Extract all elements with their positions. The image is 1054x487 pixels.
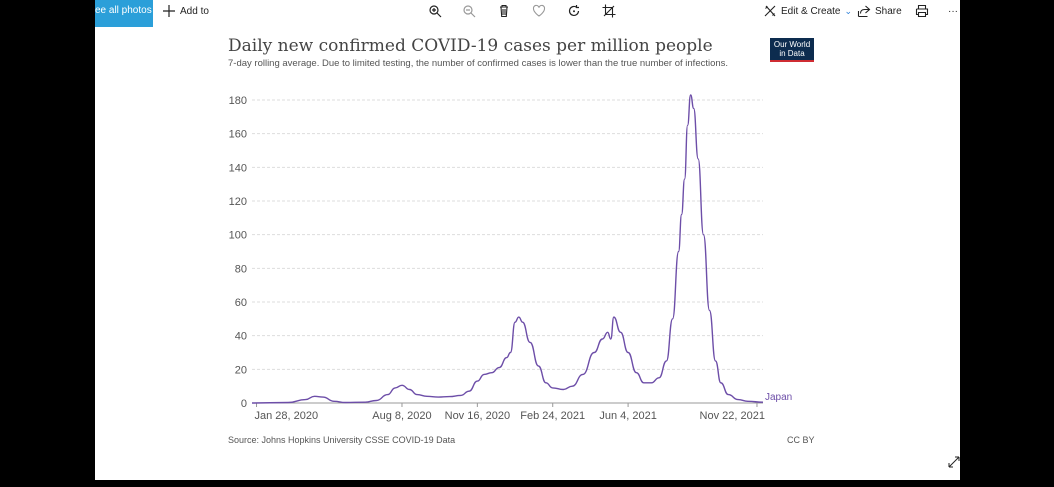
- heart-icon: [532, 4, 546, 18]
- print-button[interactable]: [915, 2, 929, 20]
- rotate-icon: [567, 4, 581, 18]
- y-tick-label: 80: [235, 263, 247, 275]
- zoom-out-icon: [462, 4, 476, 18]
- y-tick-label: 60: [235, 297, 247, 309]
- trash-icon: [497, 4, 511, 18]
- crop-icon: [602, 4, 616, 18]
- chevron-down-icon: ⌄: [844, 5, 853, 16]
- x-tick-label: Nov 16, 2020: [445, 410, 510, 422]
- chart-title: Daily new confirmed COVID-19 cases per m…: [228, 36, 713, 56]
- add-to-label: Add to: [180, 5, 209, 17]
- delete-button[interactable]: [497, 2, 511, 20]
- fullscreen-resize-icon[interactable]: [948, 455, 960, 468]
- zoom-in-button[interactable]: [428, 2, 442, 20]
- x-tick-label: Jan 28, 2020: [255, 410, 319, 422]
- more-options-button[interactable]: ···: [948, 2, 958, 20]
- share-button[interactable]: Share: [857, 2, 902, 20]
- y-tick-label: 0: [241, 398, 247, 410]
- x-tick-label: Feb 24, 2021: [520, 410, 585, 422]
- chart-subtitle: 7-day rolling average. Due to limited te…: [228, 58, 729, 69]
- edit-create-label: Edit & Create: [781, 5, 841, 17]
- chart-source: Source: Johns Hopkins University CSSE CO…: [228, 435, 456, 445]
- printer-icon: [915, 4, 929, 18]
- y-tick-label: 120: [229, 196, 247, 208]
- more-label: ···: [948, 5, 958, 17]
- x-tick-label: Jun 4, 2021: [599, 410, 657, 422]
- chart-license: CC BY: [787, 435, 815, 445]
- owid-logo[interactable]: Our World in Data: [770, 38, 814, 62]
- zoom-out-button[interactable]: [462, 2, 476, 20]
- see-all-photos-button[interactable]: ee all photos: [95, 0, 153, 27]
- y-tick-label: 40: [235, 331, 247, 343]
- plus-icon: [162, 4, 176, 18]
- favorite-button[interactable]: [532, 2, 546, 20]
- series-line-japan: [251, 94, 764, 404]
- photo-viewer: ee all photos Add to: [95, 0, 960, 480]
- add-to-button[interactable]: Add to: [162, 2, 209, 20]
- edit-create-icon: [763, 4, 777, 18]
- owid-logo-line-2: in Data: [779, 49, 805, 58]
- y-tick-label: 20: [235, 364, 247, 376]
- share-icon: [857, 4, 871, 18]
- share-label: Share: [875, 5, 902, 17]
- crop-button[interactable]: [602, 2, 616, 20]
- x-tick-label: Nov 22, 2021: [700, 410, 765, 422]
- rotate-button[interactable]: [567, 2, 581, 20]
- toolbar: ee all photos Add to: [95, 0, 960, 27]
- zoom-in-icon: [428, 4, 442, 18]
- owid-logo-line-1: Our World: [773, 40, 811, 49]
- y-tick-label: 160: [229, 129, 247, 141]
- line-chart: 0 20 40 60 80 100 120 140 160 180 Jan 28, 2020 Aug …: [229, 94, 792, 422]
- see-all-photos-label: ee all photos: [95, 5, 152, 16]
- series-label: Japan: [765, 392, 792, 403]
- x-tick-label: Aug 8, 2020: [372, 410, 431, 422]
- edit-create-button[interactable]: Edit & Create ⌄: [763, 2, 852, 20]
- y-tick-label: 180: [229, 95, 247, 107]
- y-tick-label: 140: [229, 162, 247, 174]
- y-tick-label: 100: [229, 230, 247, 242]
